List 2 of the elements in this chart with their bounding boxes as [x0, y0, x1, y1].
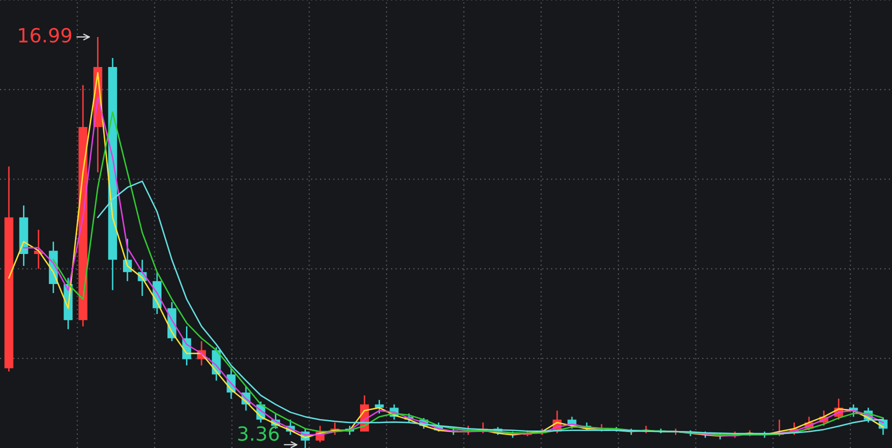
annotation: 3.36 [238, 426, 279, 441]
annotation: 16.99 [19, 28, 72, 43]
